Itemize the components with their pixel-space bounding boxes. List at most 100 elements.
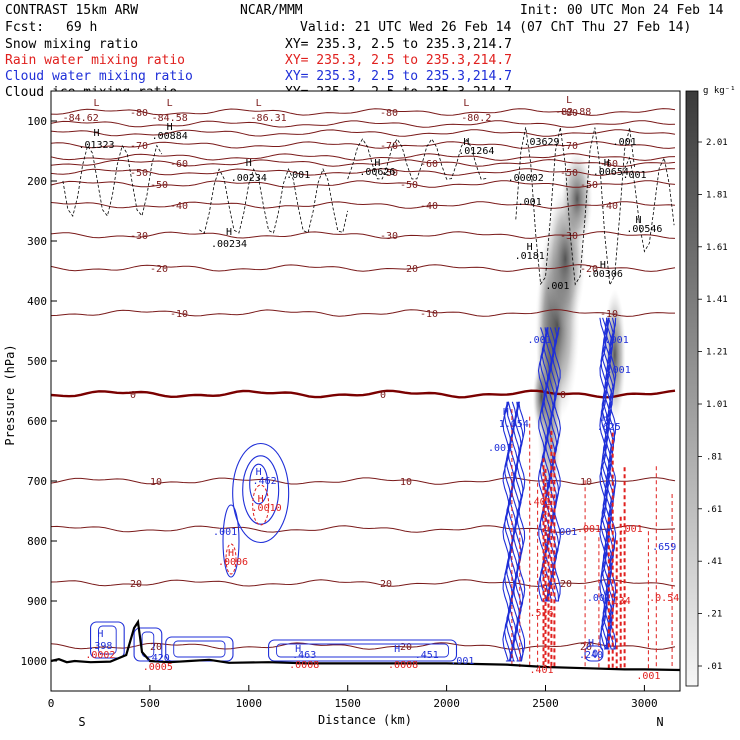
- isotherm-label: -50: [560, 168, 578, 179]
- contour-label: .00234: [211, 239, 247, 250]
- isotherm-label: -80: [560, 108, 578, 119]
- contour-label: .0181: [515, 251, 545, 262]
- contour-label: .0005: [143, 662, 173, 673]
- cloud-layer-inner: [98, 625, 117, 655]
- isotherm-line: [50, 642, 676, 650]
- plot-frame: [50, 90, 681, 692]
- y-tick-label: 200: [27, 175, 47, 188]
- contour-label: .001: [213, 527, 237, 538]
- cloud-blob: [242, 455, 280, 525]
- contour-label: .0010: [252, 503, 282, 514]
- contour-label: H: [258, 494, 264, 505]
- isotherm-line: [50, 129, 676, 137]
- cloud-tower-line: [512, 401, 520, 662]
- contour-label: H: [604, 158, 610, 169]
- colorbar-ticks: 2.01 1.81 1.61 1.41 1.21 1.01 .81 .61 .41 .21 .01: [698, 138, 728, 672]
- contour-label: H: [503, 407, 509, 418]
- contour-label: H: [602, 413, 608, 424]
- ice-contour: [515, 127, 635, 287]
- isotherm-label: 20: [130, 579, 142, 590]
- isotherm-label: -40: [420, 201, 438, 212]
- x-axis: 0 500 1000 1500 2000 2500 3000: [48, 685, 658, 710]
- y-axis-title: Pressure (hPa): [3, 344, 17, 445]
- contour-label: L: [256, 98, 262, 109]
- contour-label: .516: [529, 608, 553, 619]
- contour-label: H: [527, 242, 533, 253]
- contour-label: .001: [605, 335, 629, 346]
- contour-label: H: [97, 629, 103, 640]
- x-tick-label: 2000: [433, 697, 460, 710]
- isotherm-label: -50: [580, 180, 598, 191]
- x-tick-label: 3000: [631, 697, 658, 710]
- isotherm-label: -50: [380, 168, 398, 179]
- contour-label: .001: [587, 593, 611, 604]
- cloud-tower-line: [603, 317, 611, 650]
- isotherm-line: [50, 201, 676, 209]
- isotherm-line: [50, 180, 676, 188]
- contour-label: H: [295, 644, 301, 655]
- isotherm-label: -20: [150, 264, 168, 275]
- contour-label: L: [566, 95, 572, 106]
- contour-label: .0002: [85, 650, 115, 661]
- contour-label: 1.054: [499, 419, 529, 430]
- colorbar-tick-label: 1.41: [706, 295, 728, 305]
- isotherm-line: [50, 264, 676, 272]
- cloud-tower-line: [546, 327, 554, 602]
- y-tick-label: 400: [27, 295, 47, 308]
- cloud-layer: [90, 621, 125, 659]
- y-tick-label: 1000: [21, 655, 48, 668]
- isotherm-label: -50: [130, 168, 148, 179]
- isotherm-label: -70: [130, 141, 148, 152]
- isotherm-label: 0: [380, 390, 386, 401]
- isotherm-label: -70: [560, 141, 578, 152]
- y-axis: 100 200 300 400 500 600 700 800 900 1000: [21, 115, 57, 668]
- contour-label: .001: [607, 365, 631, 376]
- isotherm-label: -10: [600, 309, 618, 320]
- contour-label: .03629: [523, 137, 559, 148]
- contour-label: .001: [545, 281, 569, 292]
- isotherm-label: 20: [150, 642, 162, 653]
- snow-shade-5: [532, 361, 551, 433]
- contour-label: .0.54: [649, 593, 679, 604]
- y-tick-label: 700: [27, 475, 47, 488]
- cloud-layer-inner: [592, 649, 598, 658]
- x-tick-label: 1000: [236, 697, 263, 710]
- field-name: Cloud water mixing ratio: [5, 69, 193, 84]
- contour-label: .001: [553, 527, 577, 538]
- contour-labels: L-84.62L-84.58L-86.31L-80.2L-82.88H.0132…: [63, 95, 680, 682]
- isotherm-label: 20: [380, 579, 392, 590]
- y-tick-label: 800: [27, 535, 47, 548]
- ice-contour: [347, 138, 487, 180]
- snow-shade-4: [603, 289, 626, 421]
- isotherm-label: -70: [380, 141, 398, 152]
- isotherm-label: -50: [150, 180, 168, 191]
- temperature-contours: -80 -80 -80-70 -70 -70-60 -60 -60-50 -50 -50-50-…: [50, 108, 676, 653]
- contour-label: .240: [579, 650, 603, 661]
- isotherm-label: -20: [400, 264, 418, 275]
- cloud-layer-inner: [276, 643, 449, 658]
- colorbar-tick-label: .21: [706, 610, 722, 620]
- cloud-tower-line: [516, 401, 524, 662]
- cloud-tower-line: [609, 317, 617, 650]
- y-tick-label: 300: [27, 235, 47, 248]
- colorbar-tick-label: .61: [706, 505, 722, 515]
- isotherm-line: [50, 525, 676, 533]
- isotherm-label: -80: [130, 108, 148, 119]
- y-tick-label: 100: [27, 115, 47, 128]
- forecast-hour: 69 h: [66, 20, 97, 35]
- isotherm-label: 20: [560, 579, 572, 590]
- center-label: NCAR/MMM: [240, 3, 303, 18]
- isotherm-label: 10: [400, 477, 412, 488]
- cloud-blob: [222, 504, 240, 578]
- isotherm-label: 20: [400, 642, 412, 653]
- colorbar-tick-label: 2.01: [706, 138, 728, 148]
- ice-contour: [624, 156, 675, 253]
- contour-label: -80.2: [461, 113, 491, 124]
- contour-label: L: [463, 98, 469, 109]
- cloud-tower-line: [607, 317, 615, 650]
- isotherm-line: [50, 120, 676, 128]
- field-xy: XY= 235.3, 2.5 to 235.3,214.7: [285, 53, 512, 68]
- y-tick-label: 900: [27, 595, 47, 608]
- contour-label: .001: [577, 524, 601, 535]
